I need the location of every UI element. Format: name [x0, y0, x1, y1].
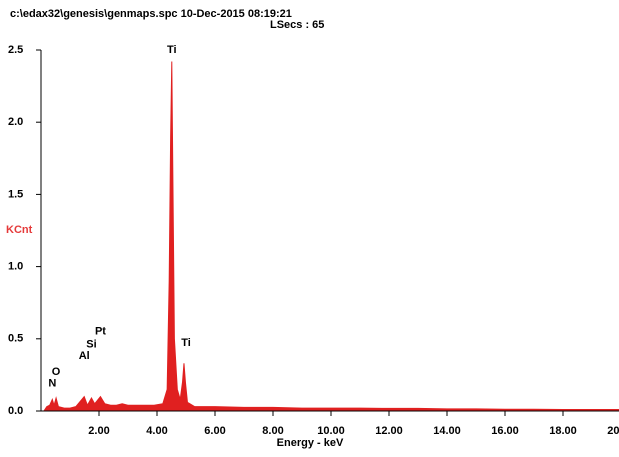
x-tick-label: 6.00 [204, 425, 225, 437]
y-tick-label: 0.0 [8, 405, 23, 417]
x-tick-label: 8.00 [262, 425, 283, 437]
x-axis-label: Energy - keV [277, 437, 344, 449]
peak-label: Al [79, 350, 90, 362]
x-tick-label: 2.00 [88, 425, 109, 437]
y-tick-label: 0.5 [8, 333, 23, 345]
y-tick-label: 2.5 [8, 44, 23, 56]
peak-label: Ti [181, 337, 191, 349]
x-tick-label: 14.00 [433, 425, 461, 437]
x-tick-label: 20.00 [607, 425, 619, 437]
spectrum-line [43, 61, 619, 412]
x-tick-label: 16.00 [491, 425, 519, 437]
peak-label: N [48, 377, 56, 389]
y-tick-label: 1.0 [8, 261, 23, 273]
peak-label: Ti [167, 44, 177, 56]
x-tick-label: 4.00 [146, 425, 167, 437]
chart-title: c:\edax32\genesis\genmaps.spc 10-Dec-201… [10, 8, 292, 20]
chart-subtitle: LSecs : 65 [270, 19, 324, 31]
y-tick-label: 1.5 [8, 188, 23, 200]
x-tick-label: 18.00 [549, 425, 577, 437]
spectrum-fill [43, 61, 619, 411]
x-tick-label: 10.00 [317, 425, 345, 437]
y-axis-label: KCnt [6, 224, 33, 236]
x-tick-label: 12.00 [375, 425, 403, 437]
y-tick-label: 2.0 [8, 116, 23, 128]
peak-label: O [52, 366, 61, 378]
peak-label: Pt [95, 325, 106, 337]
peak-label: Si [86, 338, 96, 350]
